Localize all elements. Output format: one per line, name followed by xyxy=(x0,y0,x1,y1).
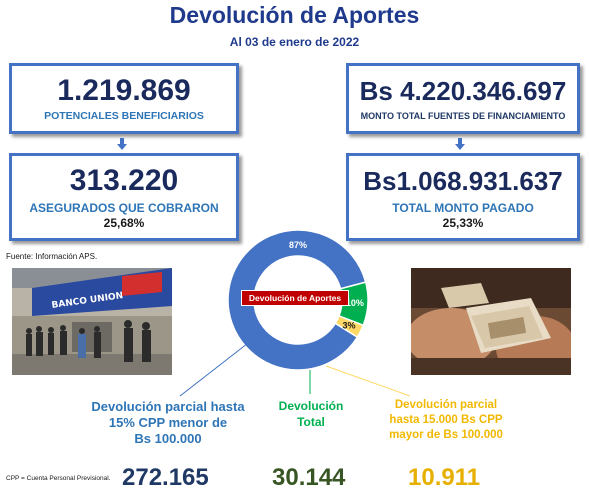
donut-slice-87 xyxy=(227,229,367,371)
beneficiarios-value: 1.219.869 xyxy=(57,74,191,107)
category-total-line-1: Devolución xyxy=(278,399,344,413)
donut-label-87: 87% xyxy=(289,240,307,250)
monto-pagado-box: Bs1.068.931.637 TOTAL MONTO PAGADO 25,33… xyxy=(346,153,580,241)
category-parcial-15000-line-3: mayor de Bs 100.000 xyxy=(389,429,503,441)
page-subtitle: Al 03 de enero de 2022 xyxy=(229,35,360,49)
category-total-line-2: Total xyxy=(297,415,325,429)
beneficiarios-label: POTENCIALES BENEFICIARIOS xyxy=(44,110,204,122)
monto-pagado-value: Bs1.068.931.637 xyxy=(363,166,563,196)
source-note: Fuente: Información APS. xyxy=(6,252,98,261)
beneficiarios-box: 1.219.869 POTENCIALES BENEFICIARIOS xyxy=(9,63,239,134)
category-total: Devolución Total xyxy=(266,398,356,430)
count-parcial-15: 272.165 xyxy=(122,464,209,491)
asegurados-percent: 25,68% xyxy=(103,216,145,230)
cpp-footnote: CPP = Cuenta Personal Previsional. xyxy=(6,475,111,482)
asegurados-label: ASEGURADOS QUE COBRARON xyxy=(29,201,219,215)
monto-pagado-percent: 25,33% xyxy=(442,216,484,230)
monto-pagado-label: TOTAL MONTO PAGADO xyxy=(392,201,534,215)
category-parcial-15-line-3: Bs 100.000 xyxy=(134,431,202,446)
asegurados-box: 313.220 ASEGURADOS QUE COBRARON 25,68% xyxy=(9,153,239,241)
category-parcial-15-line-1: Devolución parcial hasta xyxy=(91,399,245,414)
monto-total-box: Bs 4.220.346.697 MONTO TOTAL FUENTES DE … xyxy=(346,63,580,134)
monto-total-label: MONTO TOTAL FUENTES DE FINANCIAMIENTO xyxy=(360,111,566,121)
donut-label-10: 10% xyxy=(346,298,364,308)
category-parcial-15000: Devolución parcial hasta 15.000 Bs CPP m… xyxy=(376,398,516,443)
category-parcial-15000-line-2: hasta 15.000 Bs CPP xyxy=(389,414,503,426)
donut-label-3: 3% xyxy=(342,321,355,331)
donut-center-label: Devolución de Aportes xyxy=(241,290,349,306)
page-title: Devolución de Aportes xyxy=(169,2,420,28)
category-parcial-15-line-2: 15% CPP menor de xyxy=(108,415,228,430)
money-hands-photo xyxy=(411,268,571,375)
category-parcial-15000-line-1: Devolución parcial xyxy=(394,399,498,411)
category-parcial-15: Devolución parcial hasta 15% CPP menor d… xyxy=(78,399,258,447)
count-parcial-15000: 10.911 xyxy=(408,464,481,491)
asegurados-value: 313.220 xyxy=(69,164,179,197)
donut-slice-3 xyxy=(334,314,365,339)
monto-total-value: Bs 4.220.346.697 xyxy=(359,76,567,106)
bank-queue-photo: BANCO UNION xyxy=(12,268,172,375)
count-total: 30.144 xyxy=(272,464,346,491)
